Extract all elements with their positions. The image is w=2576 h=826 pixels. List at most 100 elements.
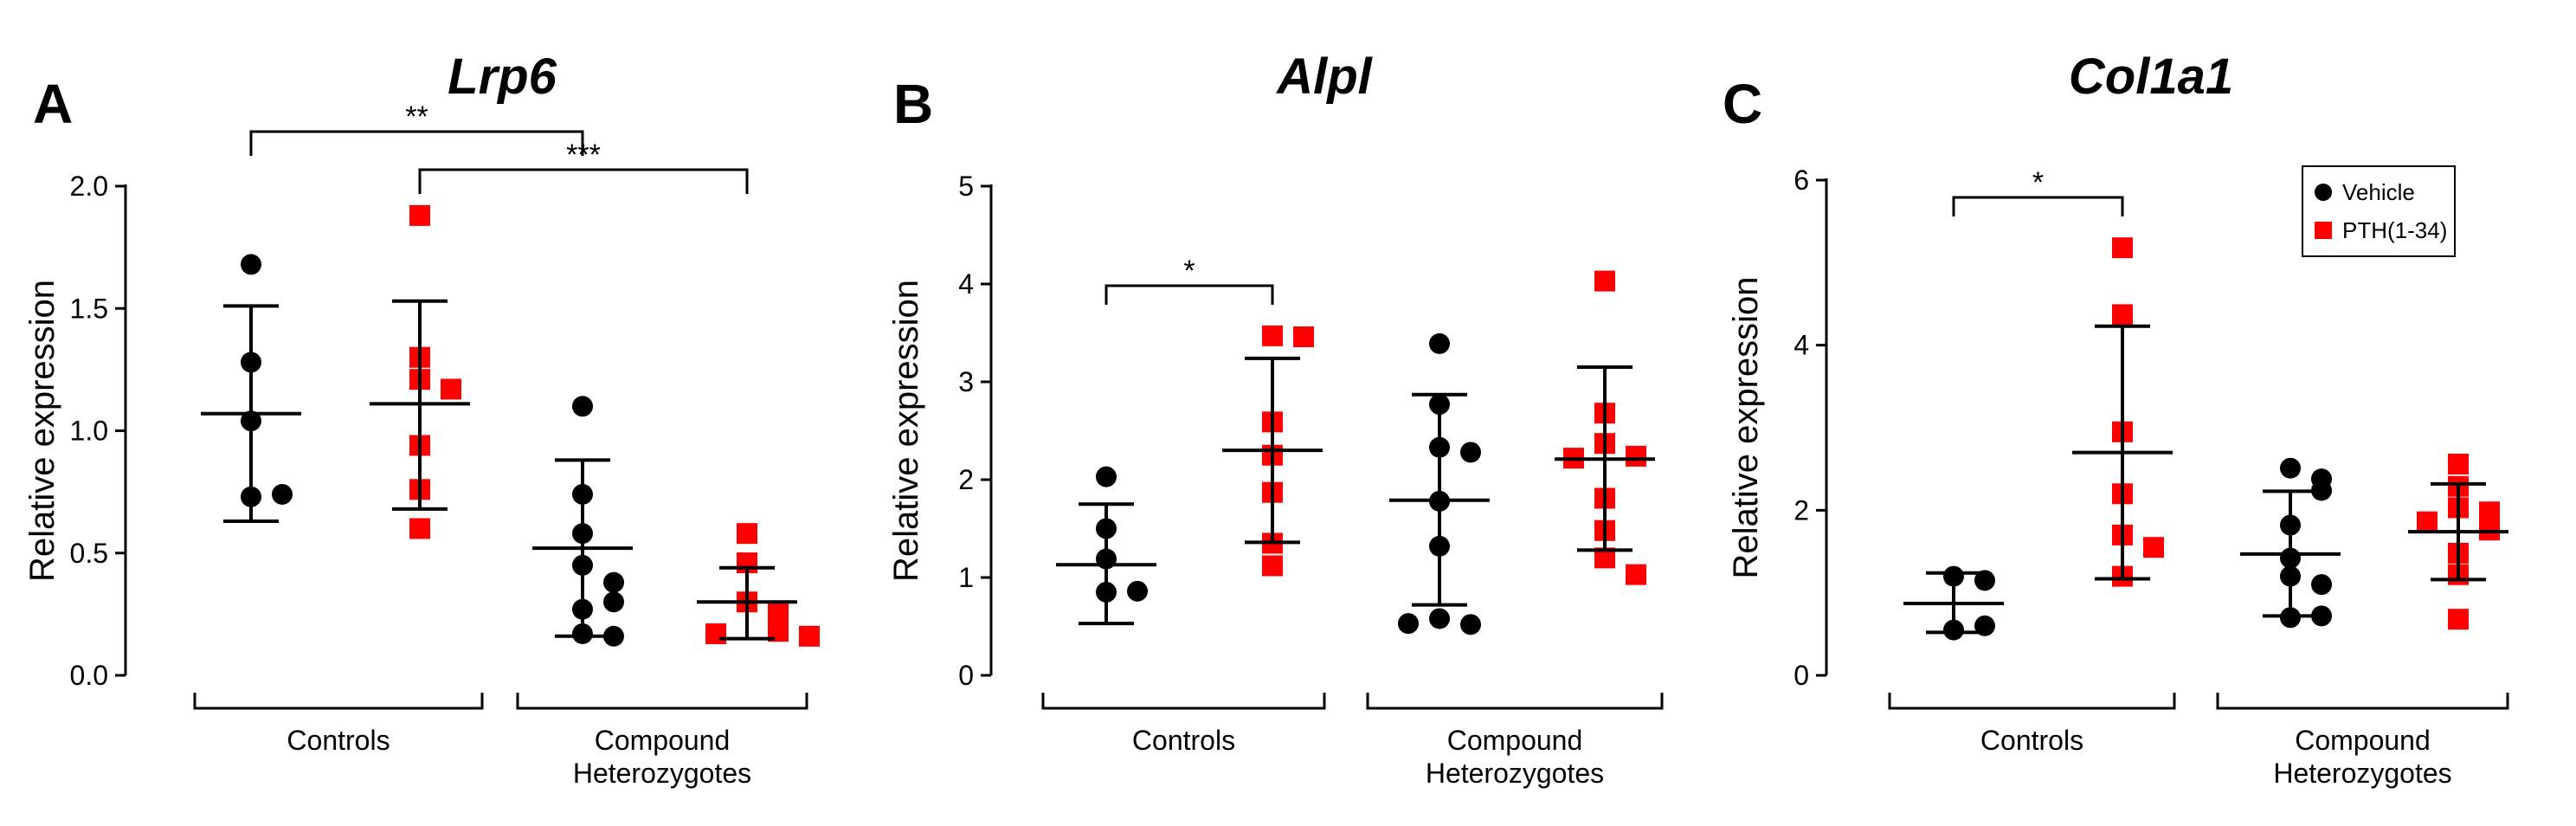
panel-letter: B [893,73,933,135]
series-column [1389,332,1490,636]
panel-letter: A [33,73,73,135]
data-point-circle [272,483,293,505]
series-column [1903,565,2004,641]
group-bracket [2216,693,2509,710]
y-tick-label: 2 [958,464,974,495]
y-tick-label: 0 [958,660,974,691]
series-column [2240,457,2341,629]
data-point-square [2479,501,2500,523]
series-column [697,523,820,647]
y-tick-label: 4 [1794,330,1809,361]
group-label: Controls [287,725,390,756]
data-point-square [409,204,430,226]
group-label: Compound [2295,725,2431,756]
series-column [370,204,470,539]
data-point-circle [1127,580,1148,602]
data-point-square [1594,270,1615,292]
series-column [532,396,633,647]
series-column [201,254,301,524]
data-point-square [2417,511,2438,532]
data-point-circle [2311,605,2332,627]
significance-label: ** [405,100,428,133]
legend-marker-square [2315,222,2332,239]
legend-label: PTH(1-34) [2342,217,2447,243]
data-point-circle [603,591,624,613]
data-point-circle [1460,442,1481,463]
group-label: Heterozygotes [573,758,751,789]
data-point-square [737,523,757,545]
data-point-circle [2311,574,2332,596]
series-column [1555,270,1655,585]
data-point-square [2448,453,2469,474]
legend-label: Vehicle [2342,179,2415,205]
data-point-square [2143,537,2164,558]
group-label: Compound [595,725,731,756]
data-point-circle [2280,457,2301,479]
data-point-square [1262,325,1283,346]
data-point-circle [2311,480,2332,501]
panel-a-lrp6: A Lrp6 0.0 0.5 1.0 1.5 2.0 Relative expression C… [23,48,820,789]
data-point-square [1293,326,1314,348]
data-point-circle [603,625,624,647]
data-point-square [409,518,430,539]
y-tick-label: 0.0 [70,660,108,691]
panel-c-col1a1: C Col1a1 0 2 4 6 Relative expression Controls Co… [1723,48,2509,789]
group-label: Compound [1447,725,1583,756]
y-tick-label: 1.5 [70,293,108,324]
chart-title: Alpl [1275,48,1373,105]
legend-box [2302,165,2456,257]
group-bracket [1366,693,1664,710]
data-point-circle [1460,614,1481,636]
group-bracket [193,693,484,710]
chart-title: Lrp6 [448,48,557,105]
group-label: Controls [1980,725,2083,756]
data-point-square [705,623,726,644]
legend-marker-circle [2315,184,2332,201]
data-point-circle [1429,608,1450,629]
group-bracket [1041,693,1326,710]
series-column [2408,453,2508,630]
significance-label: * [2032,166,2044,199]
data-point-square [2112,304,2133,326]
group-bracket [516,693,808,710]
y-axis-label: Relative expression [1727,276,1765,578]
data-point-square [441,378,461,400]
y-tick-label: 0 [1794,660,1809,691]
significance-bracket [1104,284,1274,305]
y-tick-label: 2.0 [70,171,108,202]
group-bracket [1888,693,2176,710]
data-point-circle [241,254,261,275]
data-point-circle [1974,570,1995,591]
y-tick-label: 1.0 [70,416,108,447]
data-point-circle [572,396,593,417]
data-point-square [2112,237,2133,259]
panel-letter: C [1723,73,1762,135]
group-label: Controls [1132,725,1235,756]
data-point-square [799,625,820,647]
y-tick-label: 5 [958,171,974,202]
significance-label: *** [566,139,601,171]
group-label: Heterozygotes [2273,758,2451,789]
data-point-circle [1096,466,1117,487]
significance-label: * [1183,255,1195,287]
y-tick-label: 2 [1794,494,1809,526]
group-label: Heterozygotes [1426,758,1604,789]
significance-bracket [418,168,749,194]
y-tick-label: 0.5 [70,538,108,569]
y-tick-label: 1 [958,562,974,593]
data-point-square [2448,609,2469,630]
legend: Vehicle PTH(1-34) [2302,165,2456,257]
series-column [2072,237,2173,587]
data-point-circle [1429,332,1450,354]
data-point-square [1626,564,1646,585]
series-column [1056,466,1156,626]
series-column [1222,325,1323,577]
y-tick-label: 6 [1794,165,1809,196]
y-axis-label: Relative expression [23,280,61,582]
data-point-square [1262,555,1283,577]
data-point-circle [603,571,624,593]
y-tick-label: 4 [958,268,974,300]
significance-bracket [249,130,584,156]
y-axis-label: Relative expression [887,280,925,582]
